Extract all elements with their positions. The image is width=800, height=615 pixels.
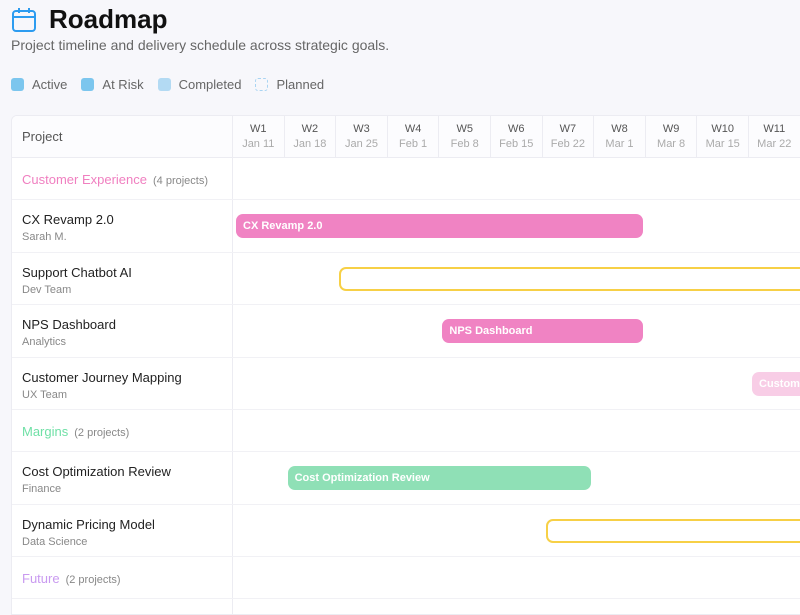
legend-swatch xyxy=(157,78,171,91)
week-column-header: W5 Feb 8 xyxy=(439,116,491,158)
legend-label: At Risk xyxy=(102,77,144,92)
legend-item-active[interactable]: Active xyxy=(11,77,67,92)
project-row[interactable]: Support Chatbot AI Dev Team xyxy=(12,253,800,305)
timeline-bar[interactable]: Cost Optimization Review xyxy=(287,466,592,490)
project-row[interactable]: Cost Optimization Review Finance Cost Opti… xyxy=(12,452,800,505)
timeline-bar[interactable]: NPS Dashboard xyxy=(442,319,643,343)
project-owner: Data Science xyxy=(22,535,88,548)
timeline-bar[interactable] xyxy=(545,518,800,543)
week-label: W7 xyxy=(559,123,577,135)
week-date: Mar 8 xyxy=(657,138,686,150)
week-label: W6 xyxy=(508,123,525,135)
week-label: W9 xyxy=(662,123,680,135)
week-date: Mar 22 xyxy=(757,138,792,150)
week-date: Feb 1 xyxy=(399,138,428,150)
week-column-header: W4 Feb 1 xyxy=(388,116,440,158)
week-date: Feb 15 xyxy=(499,138,534,150)
legend-label: Planned xyxy=(276,77,325,92)
week-date: Mar 1 xyxy=(605,138,634,150)
project-name: Support Chatbot AI xyxy=(22,264,132,280)
week-label: W11 xyxy=(763,123,786,135)
week-column-header: W9 Mar 8 xyxy=(646,116,698,158)
project-row[interactable]: Customer Journey Mapping UX Team Customer … xyxy=(12,358,800,410)
timeline-bar[interactable] xyxy=(339,266,800,291)
project-name: NPS Dashboard xyxy=(22,317,116,332)
timeline-bar[interactable]: CX Revamp 2.0 xyxy=(236,214,643,238)
week-label: W8 xyxy=(611,123,628,135)
week-label: W1 xyxy=(250,123,267,135)
group-count: (4 projects) xyxy=(153,175,209,187)
column-divider xyxy=(232,116,233,614)
legend-label: Completed xyxy=(178,77,242,92)
project-owner: UX Team xyxy=(22,388,68,401)
group-count: (2 projects) xyxy=(74,427,130,439)
page-subtitle: Project timeline and delivery schedule a… xyxy=(11,37,390,53)
legend-swatch xyxy=(81,78,95,91)
week-label: W3 xyxy=(353,123,370,135)
group-count: (2 projects) xyxy=(65,574,121,586)
legend-item-at-risk[interactable]: At Risk xyxy=(81,77,144,92)
week-date: Jan 11 xyxy=(242,138,275,150)
legend-item-completed[interactable]: Completed xyxy=(157,77,242,92)
week-column-header: W3 Jan 25 xyxy=(336,116,388,158)
group-row[interactable]: Margins (2 projects) xyxy=(12,410,800,452)
week-date: Mar 15 xyxy=(705,138,740,150)
project-name: Dynamic Pricing Model xyxy=(22,516,155,532)
week-label: W2 xyxy=(301,123,319,135)
group-name: Future (2 projects) xyxy=(22,571,121,586)
week-column-header: W1 Jan 11 xyxy=(233,116,285,158)
week-date: Feb 22 xyxy=(550,138,586,150)
week-label: W5 xyxy=(456,123,473,135)
project-name: CX Revamp 2.0 xyxy=(22,212,114,227)
week-date: Feb 8 xyxy=(450,138,479,150)
group-name: Customer Experience (4 projects) xyxy=(22,172,209,187)
week-column-header: W7 Feb 22 xyxy=(543,116,595,158)
legend: Active At Risk Completed Planned xyxy=(11,77,324,92)
project-name: Cost Optimization Review xyxy=(22,464,171,479)
week-column-header: W2 Jan 18 xyxy=(285,116,337,158)
group-row[interactable]: Customer Experience (4 projects) xyxy=(12,158,800,200)
group-row[interactable]: Future (2 projects) xyxy=(12,557,800,599)
week-column-header: W8 Mar 1 xyxy=(594,116,646,158)
week-label: W10 xyxy=(711,123,734,135)
timeline-bar[interactable]: Customer Journey Mapping xyxy=(752,371,800,396)
project-owner: Sarah M. xyxy=(22,231,67,243)
project-row[interactable]: NPS Dashboard Analytics NPS Dashboard xyxy=(12,305,800,358)
project-column-header: Project xyxy=(22,129,63,144)
project-name: Customer Journey Mapping xyxy=(22,369,182,385)
project-row[interactable]: Dynamic Pricing Model Data Science xyxy=(12,505,800,557)
week-date: Jan 18 xyxy=(293,138,327,150)
week-label: W4 xyxy=(404,123,422,135)
week-column-header: W10 Mar 15 xyxy=(697,116,749,158)
project-row[interactable]: CX Revamp 2.0 Sarah M. CX Revamp 2.0 xyxy=(12,200,800,253)
legend-swatch xyxy=(11,78,24,91)
project-owner: Analytics xyxy=(22,336,67,348)
week-column-header: W6 Feb 15 xyxy=(491,116,543,158)
calendar-icon xyxy=(12,7,36,32)
project-owner: Dev Team xyxy=(22,283,72,296)
group-name: Margins (2 projects) xyxy=(22,424,130,439)
legend-swatch xyxy=(255,78,269,91)
legend-item-planned[interactable]: Planned xyxy=(255,77,324,92)
week-date: Jan 25 xyxy=(344,138,378,150)
page-header: Roadmap xyxy=(11,4,167,35)
project-owner: Finance xyxy=(22,483,62,495)
legend-label: Active xyxy=(32,77,68,92)
week-column-header: W11 Mar 22 xyxy=(749,116,800,158)
page-title: Roadmap xyxy=(49,4,168,34)
